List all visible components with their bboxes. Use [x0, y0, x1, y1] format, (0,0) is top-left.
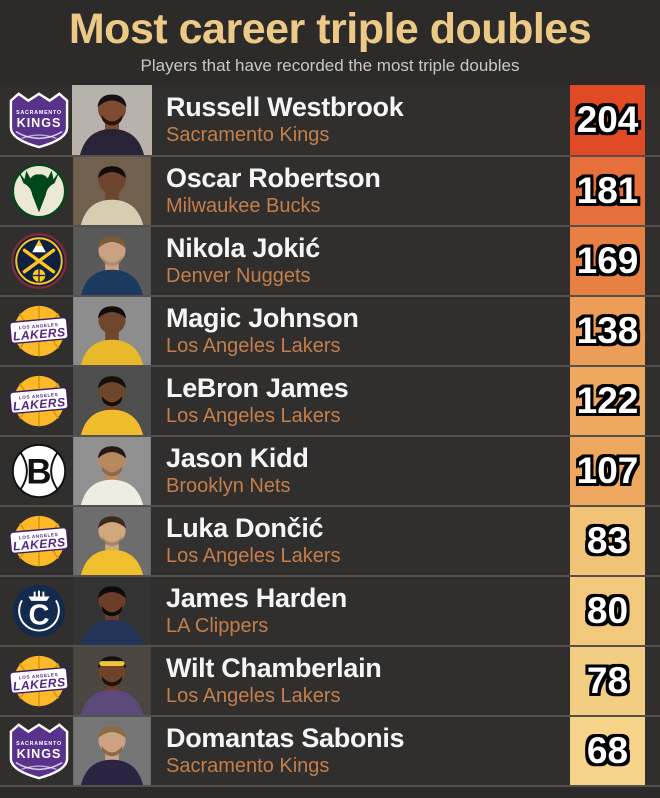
player-name: Jason Kidd [166, 443, 309, 473]
team-logo-box [6, 577, 72, 645]
player-row: Russell Westbrook Sacramento Kings 204 [0, 85, 660, 155]
triple-double-count: 181 [576, 170, 639, 211]
player-row: Jason Kidd Brooklyn Nets 107 [0, 435, 660, 505]
nets-logo-icon [8, 441, 70, 501]
player-photo [73, 507, 151, 575]
player-row: LeBron James Los Angeles Lakers 122 [0, 365, 660, 435]
leaderboard: Russell Westbrook Sacramento Kings 204 [0, 85, 660, 787]
clippers-logo-icon [8, 581, 70, 641]
triple-double-count: 169 [576, 240, 639, 281]
team-logo-box [6, 367, 72, 435]
player-name: LeBron James [166, 373, 349, 403]
player-team: LA Clippers [166, 615, 269, 637]
lakers-logo-icon [8, 511, 70, 571]
player-team: Denver Nuggets [166, 265, 311, 287]
player-info: Oscar Robertson Milwaukee Bucks [152, 157, 660, 225]
player-photo [72, 85, 152, 155]
player-info: James Harden LA Clippers [152, 577, 660, 645]
page-subtitle: Players that have recorded the most trip… [140, 56, 520, 75]
player-info: Luka Dončić Los Angeles Lakers [152, 507, 660, 575]
player-photo [73, 227, 151, 295]
player-name: Nikola Jokić [166, 233, 320, 263]
player-name: Russell Westbrook [166, 92, 404, 122]
player-photo [73, 297, 151, 365]
player-info: Russell Westbrook Sacramento Kings [152, 85, 660, 155]
player-photo [73, 437, 151, 505]
value-badge: 68 [570, 717, 645, 785]
player-row: Domantas Sabonis Sacramento Kings 68 [0, 715, 660, 785]
player-info: Jason Kidd Brooklyn Nets [152, 437, 660, 505]
value-badge: 181 [570, 157, 645, 225]
player-team: Sacramento Kings [166, 755, 330, 777]
player-info: Magic Johnson Los Angeles Lakers [152, 297, 660, 365]
player-team: Los Angeles Lakers [166, 335, 341, 357]
lakers-logo-icon [8, 371, 70, 431]
kings-logo-icon [8, 721, 70, 781]
triple-double-count: 83 [586, 520, 629, 561]
page-title: Most career triple doubles [68, 5, 592, 53]
value-badge: 80 [570, 577, 645, 645]
player-photo [73, 157, 151, 225]
triple-double-count: 138 [576, 310, 639, 351]
triple-double-count: 80 [586, 590, 629, 631]
player-name: Domantas Sabonis [166, 723, 405, 753]
player-info: Nikola Jokić Denver Nuggets [152, 227, 660, 295]
value-badge: 78 [570, 647, 645, 715]
player-photo [73, 367, 151, 435]
nuggets-logo-icon [8, 231, 70, 291]
lakers-logo-icon [8, 301, 70, 361]
player-info: Domantas Sabonis Sacramento Kings [152, 717, 660, 785]
team-logo-box [6, 507, 72, 575]
player-row: Nikola Jokić Denver Nuggets 169 [0, 225, 660, 295]
player-row: Oscar Robertson Milwaukee Bucks 181 [0, 155, 660, 225]
team-logo-box [6, 157, 72, 225]
player-team: Brooklyn Nets [166, 475, 291, 497]
player-row: Luka Dončić Los Angeles Lakers 83 [0, 505, 660, 575]
player-info: LeBron James Los Angeles Lakers [152, 367, 660, 435]
bucks-logo-icon [8, 161, 70, 221]
value-badge: 138 [570, 297, 645, 365]
player-info: Wilt Chamberlain Los Angeles Lakers [152, 647, 660, 715]
player-row: Magic Johnson Los Angeles Lakers 138 [0, 295, 660, 365]
team-logo-box [6, 717, 72, 785]
player-team: Milwaukee Bucks [166, 195, 321, 217]
triple-double-count: 122 [576, 380, 639, 421]
value-badge: 107 [570, 437, 645, 505]
player-team: Sacramento Kings [166, 124, 330, 146]
player-photo [73, 577, 151, 645]
player-name: Luka Dončić [166, 513, 324, 543]
player-name: Oscar Robertson [166, 163, 381, 193]
value-badge: 204 [570, 85, 645, 155]
team-logo-box [6, 85, 72, 155]
value-badge: 169 [570, 227, 645, 295]
player-name: James Harden [166, 583, 347, 613]
player-name: Magic Johnson [166, 303, 359, 333]
header: Most career triple doubles Players that … [0, 0, 660, 85]
triple-double-count: 107 [576, 450, 639, 491]
player-row: Wilt Chamberlain Los Angeles Lakers 78 [0, 645, 660, 715]
value-badge: 122 [570, 367, 645, 435]
player-photo [73, 717, 151, 785]
player-row: James Harden LA Clippers 80 [0, 575, 660, 645]
player-name: Wilt Chamberlain [166, 653, 382, 683]
team-logo-box [6, 437, 72, 505]
player-photo [73, 647, 151, 715]
player-team: Los Angeles Lakers [166, 405, 341, 427]
lakers-logo-icon [8, 651, 70, 711]
player-team: Los Angeles Lakers [166, 685, 341, 707]
team-logo-box [6, 297, 72, 365]
kings-logo-icon [8, 90, 70, 150]
team-logo-box [6, 647, 72, 715]
triple-double-count: 78 [586, 660, 629, 701]
value-badge: 83 [570, 507, 645, 575]
team-logo-box [6, 227, 72, 295]
player-team: Los Angeles Lakers [166, 545, 341, 567]
triple-double-count: 204 [576, 99, 639, 140]
triple-double-count: 68 [586, 730, 629, 771]
